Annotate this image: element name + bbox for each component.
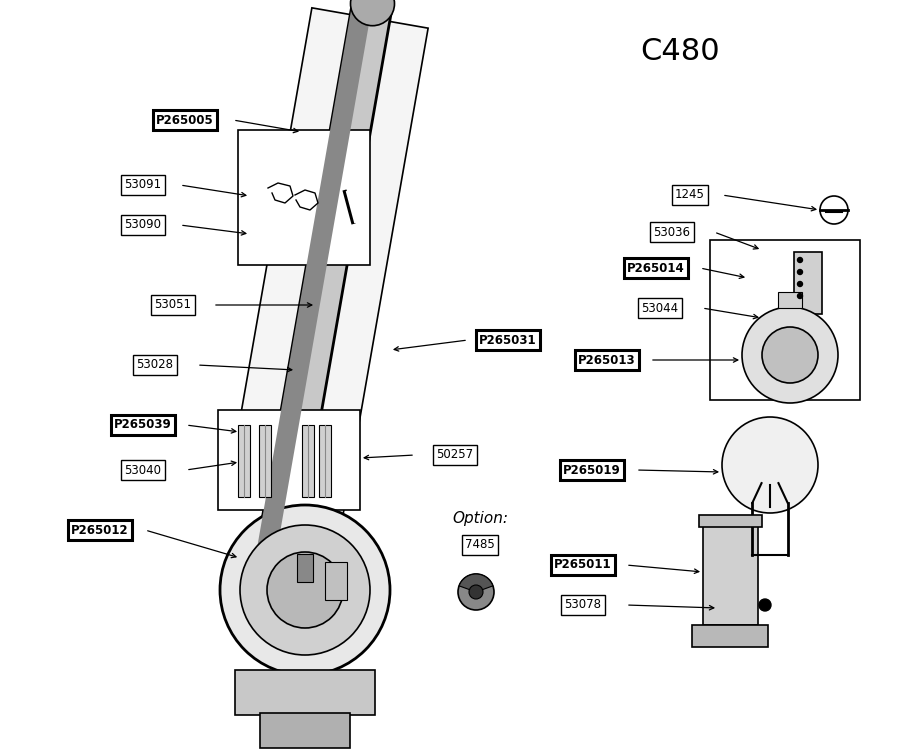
Bar (235, 670, 375, 715)
Circle shape (797, 269, 803, 274)
Bar (260, 713, 350, 748)
Circle shape (722, 417, 818, 513)
Circle shape (797, 281, 803, 287)
Text: P265031: P265031 (479, 333, 536, 347)
Text: P265039: P265039 (114, 419, 172, 432)
Bar (692, 625, 768, 647)
Text: 53090: 53090 (124, 219, 161, 232)
Circle shape (458, 574, 494, 610)
Bar (302, 425, 314, 497)
Bar (238, 130, 370, 265)
Polygon shape (250, 3, 372, 590)
Bar (319, 425, 331, 497)
Text: P265012: P265012 (71, 523, 129, 536)
Text: 7485: 7485 (465, 538, 495, 551)
Circle shape (762, 327, 818, 383)
Text: 53051: 53051 (155, 299, 192, 311)
Bar (297, 554, 313, 582)
Text: 1245: 1245 (675, 189, 705, 202)
Text: C480: C480 (640, 38, 720, 66)
Text: 53028: 53028 (137, 359, 174, 371)
Text: 53078: 53078 (564, 599, 601, 611)
Bar (218, 410, 360, 510)
Bar (699, 515, 762, 527)
Circle shape (240, 525, 370, 655)
Bar (259, 425, 271, 497)
Bar (325, 562, 347, 600)
Circle shape (350, 0, 394, 26)
Circle shape (797, 293, 803, 299)
Text: 50257: 50257 (436, 448, 473, 462)
Text: 53044: 53044 (642, 302, 679, 314)
Bar (238, 425, 250, 497)
Text: 53036: 53036 (653, 226, 690, 238)
Text: Option:: Option: (452, 511, 508, 526)
Bar (710, 240, 860, 400)
Circle shape (759, 599, 771, 611)
Circle shape (469, 585, 483, 599)
Text: 53040: 53040 (124, 463, 161, 477)
Polygon shape (250, 3, 392, 593)
Text: P265019: P265019 (563, 463, 621, 477)
Text: P265005: P265005 (156, 114, 214, 126)
Text: 53091: 53091 (124, 178, 162, 192)
Text: P265014: P265014 (627, 262, 685, 274)
Circle shape (742, 307, 838, 403)
Circle shape (797, 257, 803, 262)
Bar (778, 292, 802, 308)
Circle shape (220, 505, 390, 675)
Wedge shape (459, 574, 493, 592)
Bar (794, 252, 822, 314)
Text: P265013: P265013 (578, 353, 635, 366)
Circle shape (267, 552, 343, 628)
Text: P265011: P265011 (554, 559, 612, 572)
Polygon shape (227, 8, 428, 514)
Bar (703, 525, 758, 625)
